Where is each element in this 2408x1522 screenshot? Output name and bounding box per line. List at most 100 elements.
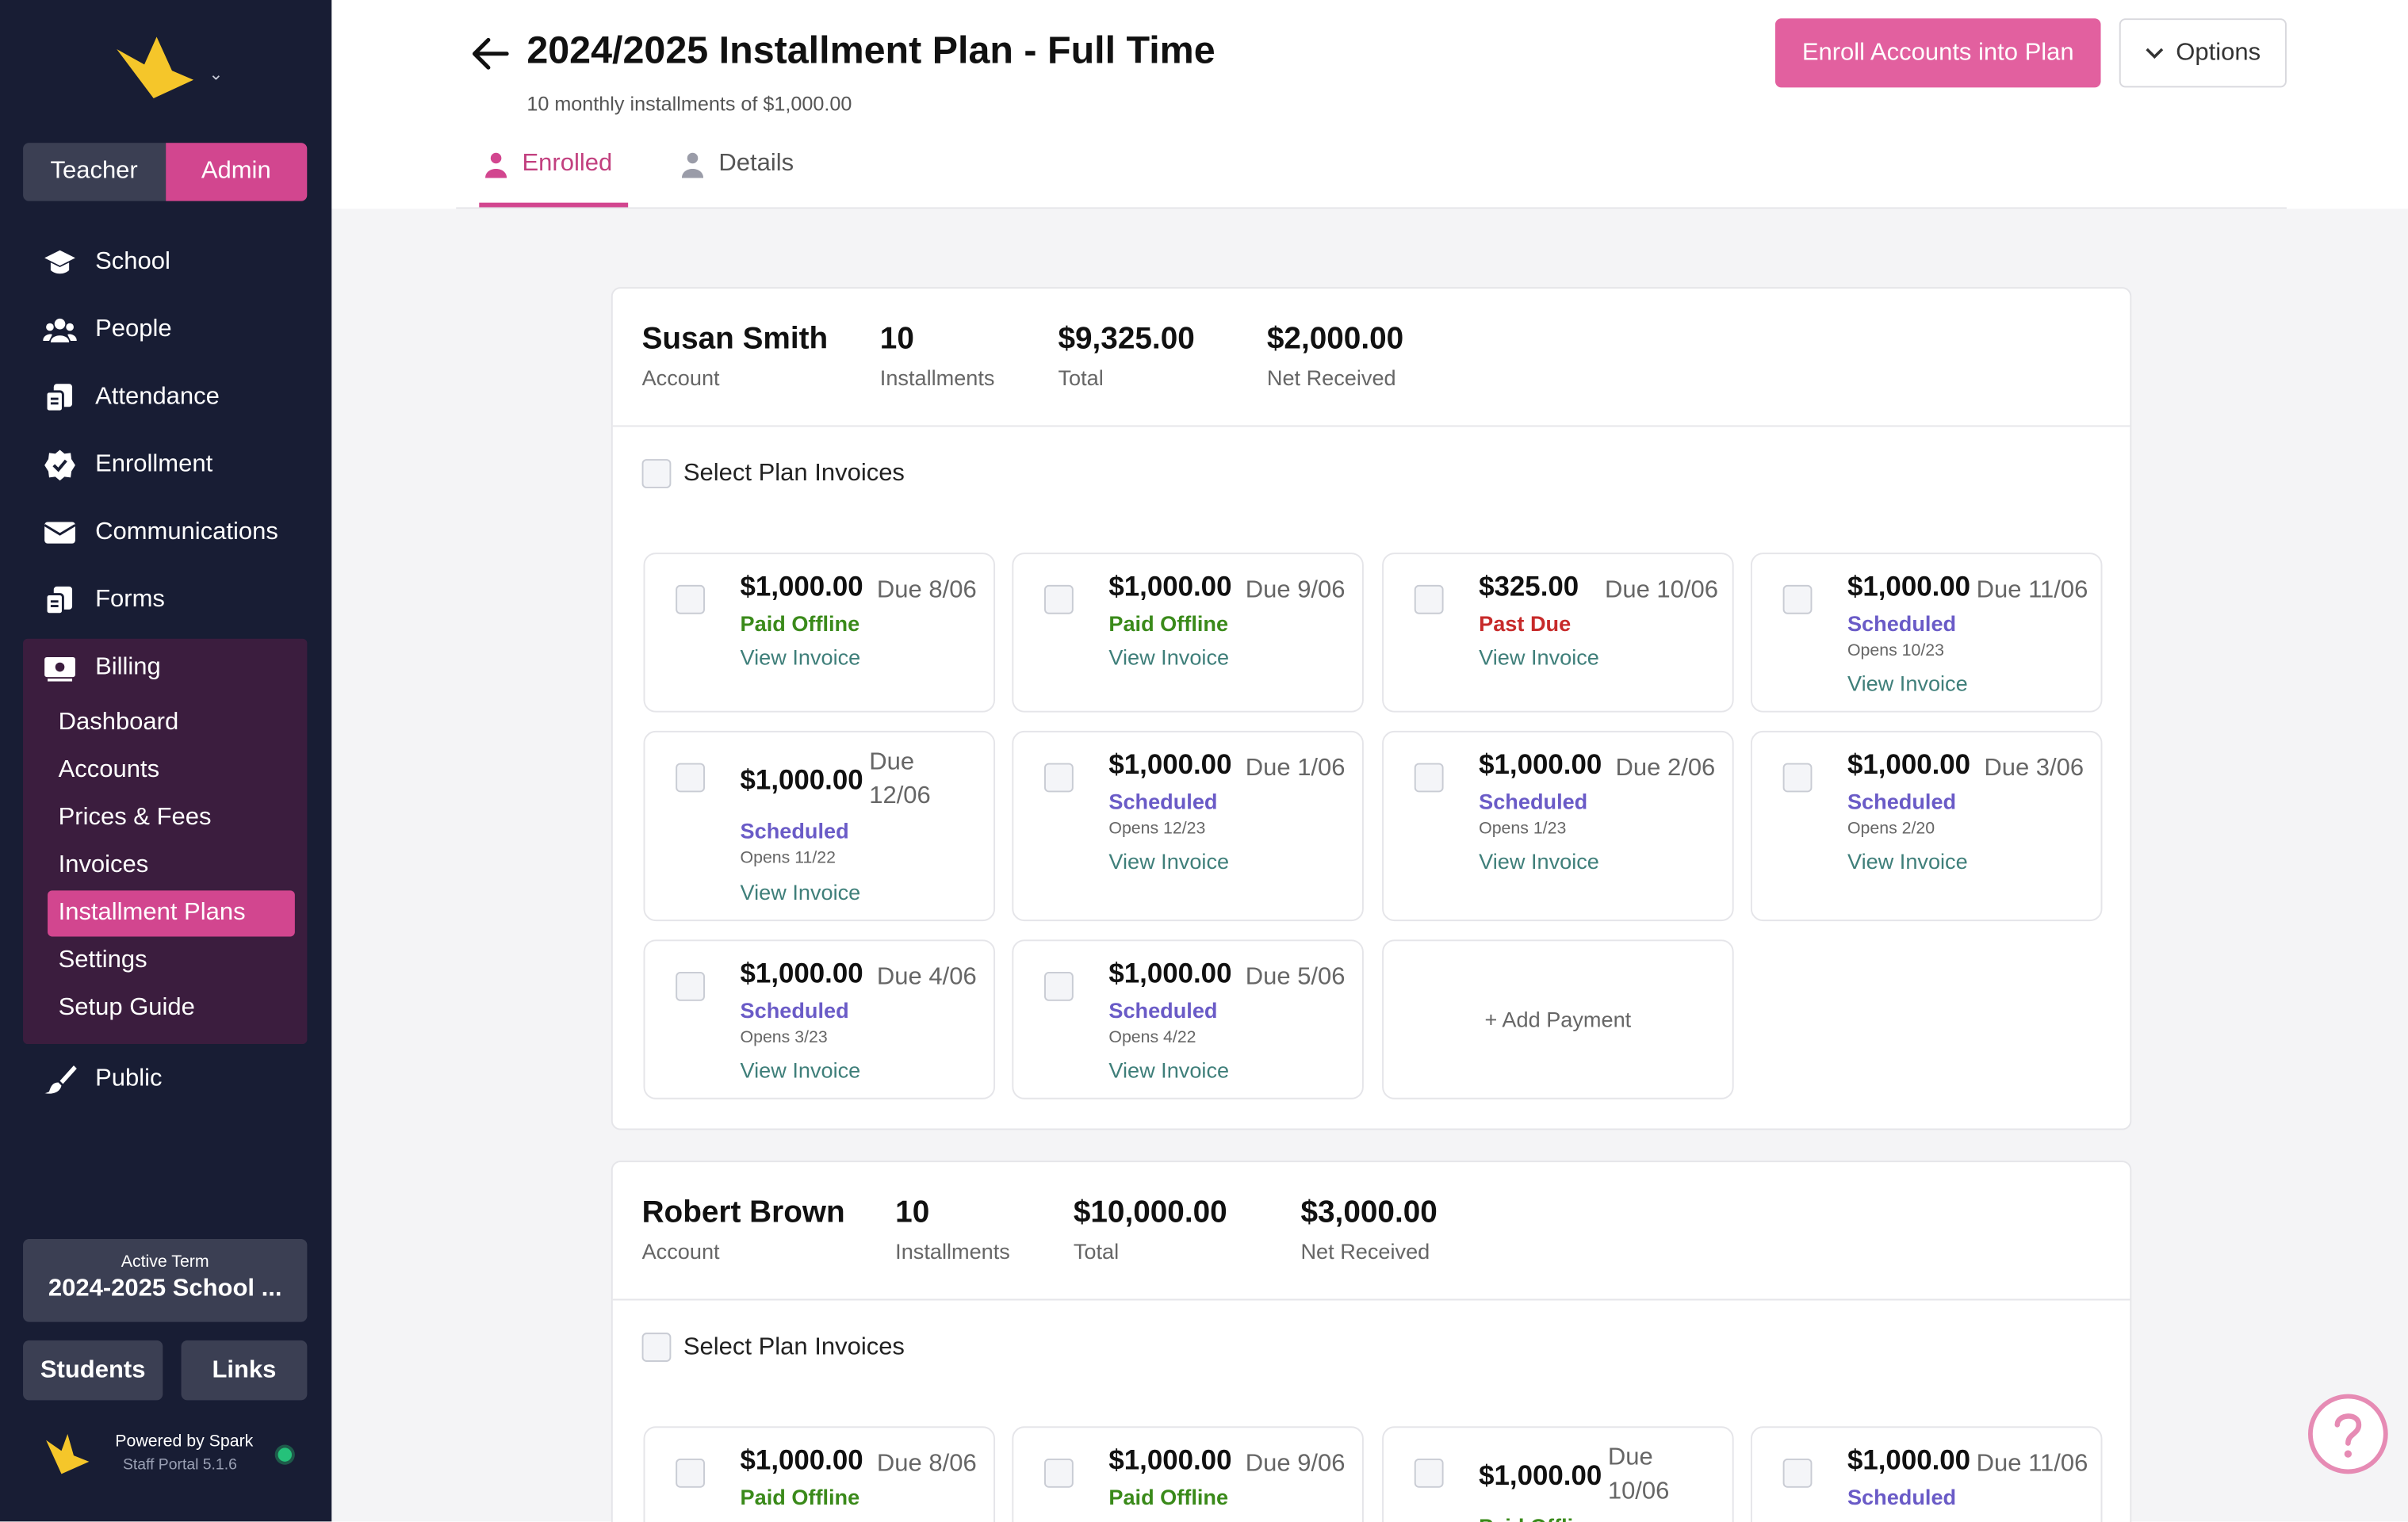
sidebar-sub-dashboard[interactable]: Dashboard [58,709,179,736]
sidebar-sub-installment-plans[interactable]: Installment Plans [48,890,295,937]
sidebar-item-public[interactable]: Public [43,1061,162,1097]
invoice-card: $1,000.00 Due 4/06 Scheduled Opens 3/23 … [643,939,996,1099]
forms-icon [44,586,73,616]
invoice-checkbox[interactable] [1044,763,1074,793]
invoice-amount: $1,000.00 [1847,1444,1971,1476]
invoice-card: $1,000.00 Due 9/06 Paid Offline View Inv… [1012,553,1364,713]
invoice-checkbox[interactable] [676,971,705,1001]
enroll-accounts-button[interactable]: Enroll Accounts into Plan [1774,18,2101,88]
installments-value: 10 [879,322,914,357]
invoice-checkbox[interactable] [1414,763,1444,793]
view-invoice-link[interactable]: View Invoice [1847,849,1968,874]
invoice-status: Paid Offline [1108,610,1229,636]
net-received-value: $3,000.00 [1300,1195,1438,1230]
active-term-value: 2024-2025 School ... [48,1275,282,1302]
card-divider [612,1298,2130,1301]
sidebar-item-communications[interactable]: Communications [43,514,278,551]
view-invoice-link[interactable]: View Invoice [1847,671,1968,696]
invoice-amount: $1,000.00 [740,764,863,796]
invoice-due: Due 11/06 [1976,577,2088,604]
invoice-card: $1,000.00 Due 8/06 Paid Offline [643,1426,996,1522]
sidebar-sub-prices-fees[interactable]: Prices & Fees [58,804,212,831]
options-button[interactable]: Options [2119,18,2287,88]
sidebar-item-forms[interactable]: Forms [43,582,165,618]
tab-details[interactable]: Details [681,146,794,182]
sidebar-item-enrollment[interactable]: Enrollment [43,447,212,484]
invoice-amount: $1,000.00 [1847,749,1971,780]
sidebar-item-school[interactable]: School [43,244,170,281]
view-invoice-link[interactable]: View Invoice [740,879,861,904]
invoice-card: $1,000.00 Due 2/06 Scheduled Opens 1/23 … [1382,730,1734,922]
invoice-opens: Opens 11/22 [740,849,836,868]
sidebar-item-label: School [95,248,170,275]
invoice-due: Due 8/06 [876,577,977,604]
sidebar-sub-setup-guide[interactable]: Setup Guide [58,995,195,1021]
sidebar-sub-settings[interactable]: Settings [58,947,147,973]
invoice-amount: $1,000.00 [1479,1459,1602,1491]
view-invoice-link[interactable]: View Invoice [1479,849,1599,874]
installments-value: 10 [895,1195,930,1230]
active-term-selector[interactable]: Active Term 2024-2025 School ... [23,1238,308,1322]
invoice-checkbox[interactable] [676,763,705,793]
invoice-checkbox[interactable] [1782,1458,1813,1488]
invoice-status: Scheduled [740,997,849,1023]
total-label: Total [1058,365,1104,390]
spark-logo-icon[interactable] [110,34,248,105]
tab-enrolled[interactable]: Enrolled [485,146,612,182]
view-invoice-link[interactable]: View Invoice [1479,644,1599,670]
invoice-due: Due 4/06 [876,964,977,991]
net-received-value: $2,000.00 [1266,322,1404,357]
add-payment-button[interactable]: + Add Payment [1382,939,1734,1099]
invoice-card: $1,000.00 Due 11/06 Scheduled Opens 10/2… [1750,553,2103,713]
view-invoice-link[interactable]: View Invoice [1108,644,1230,670]
chevron-down-icon[interactable]: ⌄ [209,66,224,85]
account-name-stat: Robert Brown Account [642,1196,845,1264]
view-invoice-link[interactable]: View Invoice [1108,849,1230,874]
invoice-checkbox[interactable] [676,584,705,614]
sidebar-item-attendance[interactable]: Attendance [43,379,220,415]
sidebar-item-label: Billing [95,654,161,681]
invoice-checkbox[interactable] [1782,763,1813,793]
spark-logo-icon [46,1433,90,1474]
select-all-checkbox[interactable] [641,1333,672,1362]
students-button[interactable]: Students [23,1340,163,1401]
invoice-checkbox[interactable] [676,1458,705,1488]
invoice-amount: $1,000.00 [1108,749,1232,780]
sidebar-item-billing[interactable]: Billing [43,651,161,685]
teacher-role-button[interactable]: Teacher [23,143,166,201]
sidebar-sub-invoices[interactable]: Invoices [58,851,149,878]
view-invoice-link[interactable]: View Invoice [740,1057,861,1083]
invoice-checkbox[interactable] [1414,584,1444,614]
invoice-due: Due 11/06 [1976,1451,2088,1478]
total-value: $10,000.00 [1073,1195,1227,1230]
select-plan-invoices[interactable]: Select Plan Invoices [641,1333,905,1362]
select-all-checkbox[interactable] [641,459,672,488]
sidebar-sub-accounts[interactable]: Accounts [58,756,160,783]
person-icon [681,151,704,178]
account-name-stat: Susan Smith Account [642,323,829,390]
admin-role-button[interactable]: Admin [165,143,308,201]
account-name[interactable]: Susan Smith [641,322,829,357]
net-received-stat: $2,000.00 Net Received [1267,323,1403,390]
select-plan-invoices[interactable]: Select Plan Invoices [641,459,905,488]
sidebar-item-people[interactable]: People [43,312,172,348]
invoice-due: Due 10/06 [1604,577,1718,604]
paintbrush-icon [44,1065,77,1094]
invoice-checkbox[interactable] [1414,1458,1444,1488]
view-invoice-link[interactable]: View Invoice [1108,1057,1230,1083]
installments-label: Installments [879,365,995,390]
invoice-checkbox[interactable] [1044,584,1074,614]
account-name[interactable]: Robert Brown [641,1195,845,1230]
chevron-down-icon [2146,47,2164,59]
links-button[interactable]: Links [181,1340,308,1401]
invoice-checkbox[interactable] [1782,584,1813,614]
invoice-amount: $1,000.00 [740,1444,863,1476]
net-received-label: Net Received [1300,1238,1430,1264]
invoice-checkbox[interactable] [1044,1458,1074,1488]
account-card: Robert Brown Account 10 Installments $10… [611,1161,2132,1522]
view-invoice-link[interactable]: View Invoice [740,644,861,670]
invoice-checkbox[interactable] [1044,971,1074,1001]
help-button[interactable] [2308,1394,2388,1474]
back-arrow-icon[interactable] [469,34,511,74]
sidebar-item-label: Public [95,1065,163,1092]
